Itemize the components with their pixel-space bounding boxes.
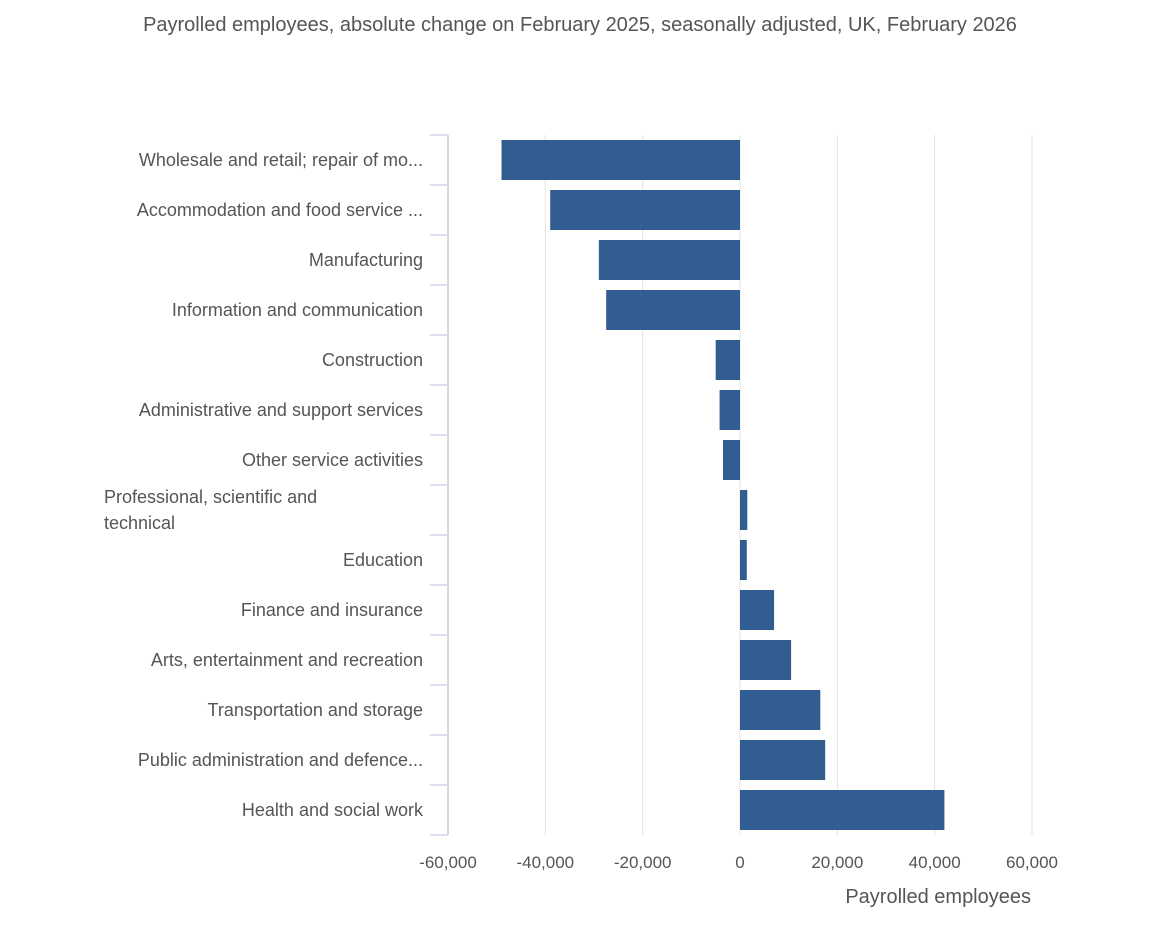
x-tick-label: 0 bbox=[735, 853, 744, 872]
bar bbox=[715, 340, 740, 380]
x-tick-label: -20,000 bbox=[614, 853, 672, 872]
category-label: Administrative and support services bbox=[139, 400, 423, 420]
bar bbox=[740, 690, 821, 730]
category-label: Wholesale and retail; repair of mo... bbox=[139, 150, 423, 170]
category-label: Construction bbox=[322, 350, 423, 370]
bar bbox=[606, 290, 740, 330]
x-tick-label: 40,000 bbox=[909, 853, 961, 872]
x-tick-label: 20,000 bbox=[811, 853, 863, 872]
category-label: Professional, scientific and technical bbox=[104, 487, 317, 533]
category-label: Public administration and defence... bbox=[138, 750, 423, 770]
bar bbox=[740, 640, 792, 680]
bar bbox=[501, 140, 740, 180]
x-axis-title: Payrolled employees bbox=[845, 886, 1031, 908]
x-tick-label: -40,000 bbox=[516, 853, 574, 872]
category-label: Transportation and storage bbox=[208, 700, 423, 720]
bar bbox=[722, 440, 740, 480]
bar bbox=[740, 590, 775, 630]
category-label: Manufacturing bbox=[309, 250, 423, 270]
category-axis bbox=[430, 134, 449, 836]
category-label: Other service activities bbox=[242, 450, 423, 470]
bars bbox=[501, 140, 945, 830]
category-label: Arts, entertainment and recreation bbox=[151, 650, 423, 670]
bar bbox=[550, 190, 740, 230]
category-label: Health and social work bbox=[242, 800, 424, 820]
category-label-line: Professional, scientific and bbox=[104, 487, 317, 507]
category-labels: Wholesale and retail; repair of mo... Acc… bbox=[104, 150, 424, 820]
bar bbox=[740, 540, 747, 580]
bar bbox=[740, 790, 945, 830]
category-label: Accommodation and food service ... bbox=[137, 200, 423, 220]
category-label: Finance and insurance bbox=[241, 600, 423, 620]
category-label-line: technical bbox=[104, 513, 175, 533]
bar bbox=[740, 490, 748, 530]
x-tick-label: 60,000 bbox=[1006, 853, 1058, 872]
chart-subtitle: Payrolled employees, absolute change on … bbox=[143, 14, 1017, 36]
x-tick-labels: -60,000 -40,000 -20,000 0 20,000 40,000 60,000 bbox=[419, 853, 1058, 872]
x-tick-label: -60,000 bbox=[419, 853, 477, 872]
bar bbox=[719, 390, 740, 430]
bar bbox=[740, 740, 826, 780]
category-label: Education bbox=[343, 550, 423, 570]
bar bbox=[598, 240, 740, 280]
category-label: Information and communication bbox=[172, 300, 423, 320]
